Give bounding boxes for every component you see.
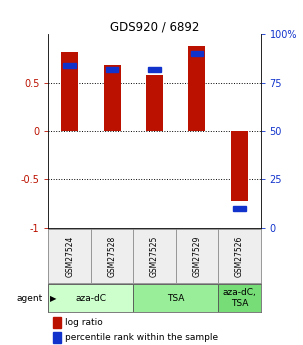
Bar <box>61 52 78 131</box>
Bar <box>148 67 161 72</box>
Title: GDS920 / 6892: GDS920 / 6892 <box>110 20 199 33</box>
Bar <box>146 75 163 131</box>
Bar <box>231 131 248 201</box>
Text: GSM27526: GSM27526 <box>235 236 244 277</box>
Text: aza-dC: aza-dC <box>75 294 106 303</box>
Text: GSM27528: GSM27528 <box>108 236 117 277</box>
Text: GSM27529: GSM27529 <box>192 236 201 277</box>
Text: ▶: ▶ <box>50 294 56 303</box>
Text: GSM27525: GSM27525 <box>150 236 159 277</box>
Text: TSA: TSA <box>167 294 185 303</box>
Bar <box>218 284 261 312</box>
Bar <box>106 67 118 72</box>
Text: agent: agent <box>16 294 42 303</box>
Bar <box>188 46 205 131</box>
Text: aza-dC,
TSA: aza-dC, TSA <box>222 288 256 308</box>
Bar <box>48 284 133 312</box>
Bar <box>63 63 76 68</box>
Text: GSM27524: GSM27524 <box>65 236 74 277</box>
Bar <box>191 51 203 57</box>
Bar <box>104 66 121 131</box>
Bar <box>53 332 61 343</box>
Text: log ratio: log ratio <box>65 318 103 327</box>
Text: percentile rank within the sample: percentile rank within the sample <box>65 333 218 342</box>
Bar <box>233 206 246 211</box>
Bar <box>133 284 218 312</box>
Bar <box>53 317 61 328</box>
